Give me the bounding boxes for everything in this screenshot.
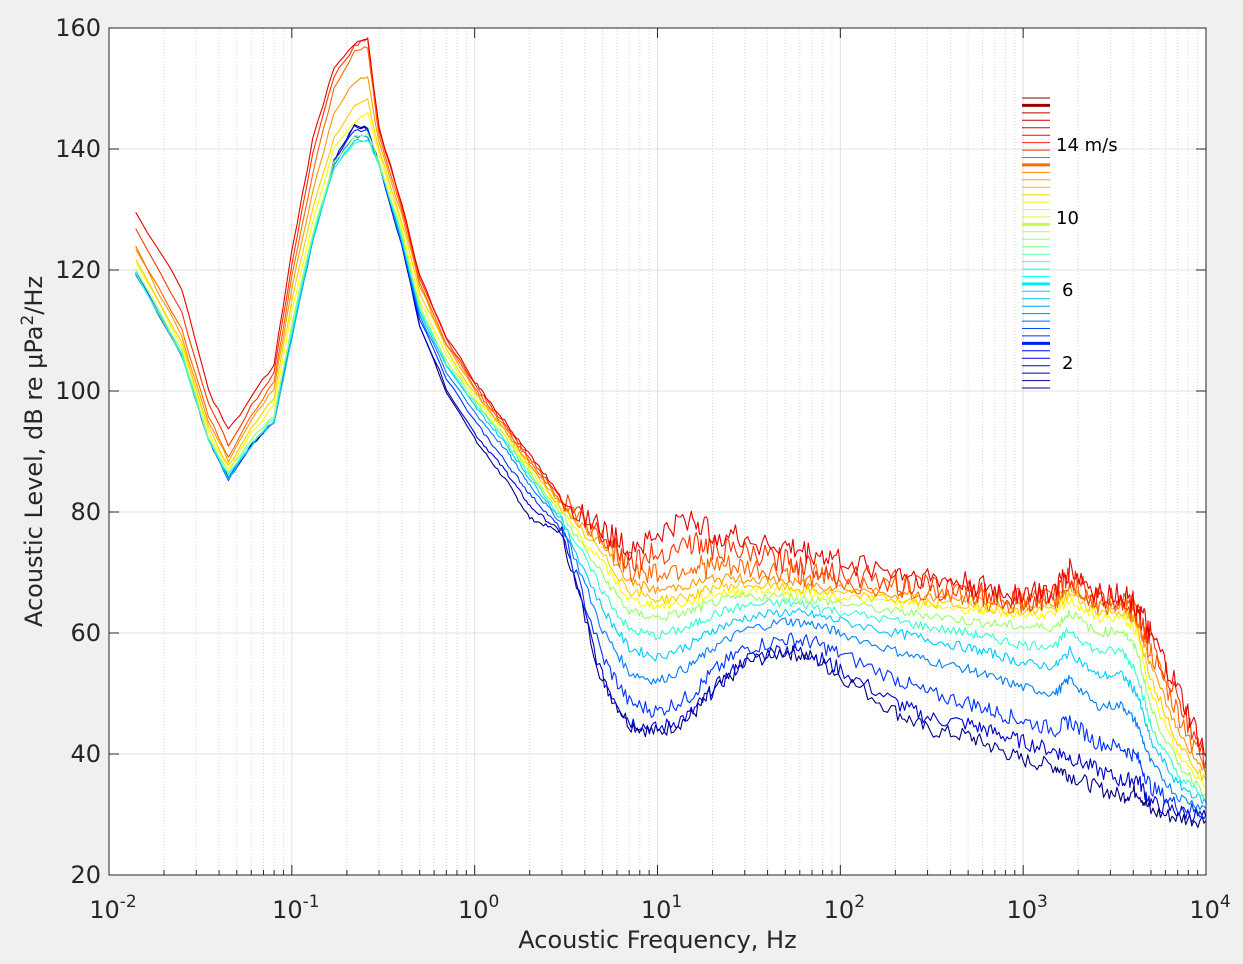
y-tick-label: 120 (55, 256, 101, 284)
spectrum-line (135, 134, 1206, 811)
y-tick-label: 160 (55, 14, 101, 42)
legend-label-10: 10 (1056, 208, 1079, 229)
x-tick-label: 100 (458, 892, 499, 924)
spectrum-line (135, 38, 1206, 758)
legend-swatches (1022, 97, 1050, 389)
x-tick-label: 101 (641, 892, 682, 924)
y-tick-label: 140 (55, 135, 101, 163)
x-tick-label: 104 (1189, 892, 1230, 924)
y-tick-label: 80 (70, 498, 101, 526)
x-tick-label: 102 (824, 892, 865, 924)
axis-ticks (108, 27, 1207, 876)
x-axis-title: Acoustic Frequency, Hz (518, 926, 796, 954)
spectrum-line (135, 128, 1206, 820)
y-tick-label: 100 (55, 377, 101, 405)
major-grid (108, 27, 1207, 876)
legend-label-14: 14 m/s (1056, 135, 1118, 156)
y-tick-label: 40 (70, 740, 101, 768)
series-lines (135, 37, 1206, 829)
spectrum-line (135, 124, 1206, 829)
y-tick-label: 20 (70, 861, 101, 889)
y-tick-label: 60 (70, 619, 101, 647)
spectrum-line (135, 138, 1206, 805)
spectrum-line (135, 139, 1206, 800)
spectrum-line (135, 46, 1206, 770)
x-tick-labels: 10-2 10-1 100 101 102 103 104 (89, 892, 1230, 924)
spectrum-line (135, 132, 1206, 797)
legend: 14 m/s 10 6 2 (1022, 97, 1118, 389)
spectrum-line (135, 125, 1206, 823)
x-tick-label: 103 (1006, 892, 1047, 924)
legend-label-6: 6 (1062, 280, 1073, 301)
spectrum-line (135, 37, 1206, 768)
spectrum-line (135, 111, 1206, 788)
y-tick-labels: 20 40 60 80 100 120 140 160 (55, 14, 101, 889)
x-tick-label: 10-1 (272, 892, 320, 924)
legend-label-2: 2 (1062, 353, 1073, 374)
x-tick-label: 10-2 (89, 892, 137, 924)
y-axis-title: Acoustic Level, dB re μPa2/Hz (18, 276, 48, 627)
